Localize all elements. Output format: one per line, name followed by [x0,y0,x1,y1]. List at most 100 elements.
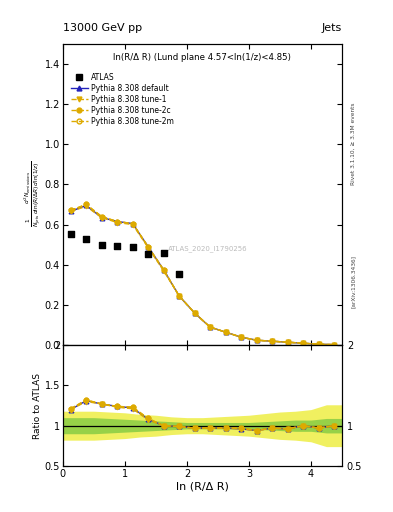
Text: ln(R/Δ R) (Lund plane 4.57<ln(1/z)<4.85): ln(R/Δ R) (Lund plane 4.57<ln(1/z)<4.85) [114,53,291,61]
Pythia 8.308 tune-1 [285,339,290,345]
Point [114,242,120,250]
Pythia 8.308 tune-2m [68,207,73,214]
Pythia 8.308 tune-2c [68,207,73,214]
Pythia 8.308 default [223,329,228,335]
Pythia 8.308 default [254,337,259,343]
Pythia 8.308 tune-2m [99,214,104,220]
Pythia 8.308 default [301,340,305,346]
Pythia 8.308 tune-2c [161,267,166,273]
Line: Pythia 8.308 tune-2m: Pythia 8.308 tune-2m [68,202,336,347]
Line: Pythia 8.308 tune-1: Pythia 8.308 tune-1 [68,204,336,347]
Pythia 8.308 tune-1 [270,338,275,344]
Pythia 8.308 tune-2m [254,337,259,343]
Bar [109,246,125,345]
Pythia 8.308 tune-1 [177,293,182,299]
Pythia 8.308 tune-1 [130,222,135,228]
Pythia 8.308 default [285,339,290,345]
Pythia 8.308 tune-2m [223,329,228,335]
Pythia 8.308 tune-1 [332,342,336,348]
Pythia 8.308 tune-2m [332,342,336,348]
Pythia 8.308 tune-2c [316,341,321,347]
Pythia 8.308 default [316,341,321,347]
Bar [125,247,140,345]
Pythia 8.308 tune-2c [223,329,228,335]
Point [176,270,182,278]
Point [160,249,167,257]
Pythia 8.308 default [115,219,119,225]
Pythia 8.308 tune-2m [208,324,213,330]
Bar [94,245,109,345]
Pythia 8.308 tune-1 [99,215,104,221]
Pythia 8.308 tune-2m [130,221,135,227]
Pythia 8.308 tune-2c [84,201,88,207]
Line: Pythia 8.308 default: Pythia 8.308 default [68,203,336,347]
Pythia 8.308 tune-2m [115,219,119,225]
Pythia 8.308 tune-2m [285,339,290,345]
Pythia 8.308 tune-1 [254,337,259,343]
X-axis label: ln (R/Δ R): ln (R/Δ R) [176,481,229,492]
Pythia 8.308 default [239,334,244,340]
Pythia 8.308 tune-2c [270,338,275,344]
Pythia 8.308 tune-1 [146,245,151,251]
Pythia 8.308 tune-2c [239,334,244,340]
Pythia 8.308 default [208,324,213,330]
Pythia 8.308 tune-2c [177,293,182,299]
Point [83,234,89,243]
Text: Jets: Jets [321,23,342,33]
Bar [78,239,94,345]
Pythia 8.308 default [84,202,88,208]
Pythia 8.308 tune-2c [285,339,290,345]
Text: 13000 GeV pp: 13000 GeV pp [63,23,142,33]
Pythia 8.308 tune-1 [161,268,166,274]
Pythia 8.308 tune-2m [301,340,305,346]
Pythia 8.308 tune-2c [115,219,119,225]
Pythia 8.308 tune-2c [301,340,305,346]
Pythia 8.308 default [99,215,104,221]
Point [130,243,136,251]
Point [145,250,151,258]
Pythia 8.308 tune-2c [99,214,104,220]
Pythia 8.308 tune-2m [239,334,244,340]
Pythia 8.308 tune-1 [68,208,73,215]
Pythia 8.308 tune-1 [192,310,197,316]
Pythia 8.308 tune-2m [84,201,88,207]
Pythia 8.308 default [161,267,166,273]
Pythia 8.308 tune-1 [239,334,244,340]
Pythia 8.308 tune-2c [146,244,151,250]
Bar [63,233,78,345]
Pythia 8.308 tune-2m [146,244,151,250]
Y-axis label: $\frac{1}{N_{jets}}\frac{d^2 N_{emissions}}{d\ln(R/\Delta R)\,d\ln(1/z)}$: $\frac{1}{N_{jets}}\frac{d^2 N_{emission… [23,161,43,227]
Text: [arXiv:1306.3436]: [arXiv:1306.3436] [351,255,356,308]
Text: Rivet 3.1.10, ≥ 3.3M events: Rivet 3.1.10, ≥ 3.3M events [351,102,356,185]
Pythia 8.308 tune-1 [301,340,305,346]
Pythia 8.308 tune-2c [332,342,336,348]
Pythia 8.308 tune-2m [177,293,182,299]
Pythia 8.308 tune-1 [84,203,88,209]
Pythia 8.308 tune-1 [316,341,321,347]
Text: ATLAS_2020_I1790256: ATLAS_2020_I1790256 [168,245,248,252]
Legend: ATLAS, Pythia 8.308 default, Pythia 8.308 tune-1, Pythia 8.308 tune-2c, Pythia 8: ATLAS, Pythia 8.308 default, Pythia 8.30… [70,72,175,127]
Pythia 8.308 tune-2m [192,310,197,316]
Y-axis label: Ratio to ATLAS: Ratio to ATLAS [33,373,42,439]
Point [68,229,74,238]
Bar [156,253,171,345]
Pythia 8.308 tune-2m [316,341,321,347]
Point [99,241,105,249]
Pythia 8.308 tune-2c [254,337,259,343]
Pythia 8.308 tune-2c [192,310,197,316]
Pythia 8.308 default [192,310,197,316]
Pythia 8.308 tune-2c [130,221,135,227]
Pythia 8.308 tune-2m [161,267,166,273]
Bar [171,274,187,345]
Pythia 8.308 default [68,208,73,215]
Pythia 8.308 default [130,221,135,227]
Pythia 8.308 tune-1 [115,220,119,226]
Pythia 8.308 tune-1 [208,324,213,330]
Pythia 8.308 tune-2m [270,338,275,344]
Pythia 8.308 default [146,244,151,250]
Line: Pythia 8.308 tune-2c: Pythia 8.308 tune-2c [68,202,336,347]
Bar [140,254,156,345]
Pythia 8.308 default [332,342,336,348]
Pythia 8.308 tune-1 [223,329,228,335]
Pythia 8.308 default [270,338,275,344]
